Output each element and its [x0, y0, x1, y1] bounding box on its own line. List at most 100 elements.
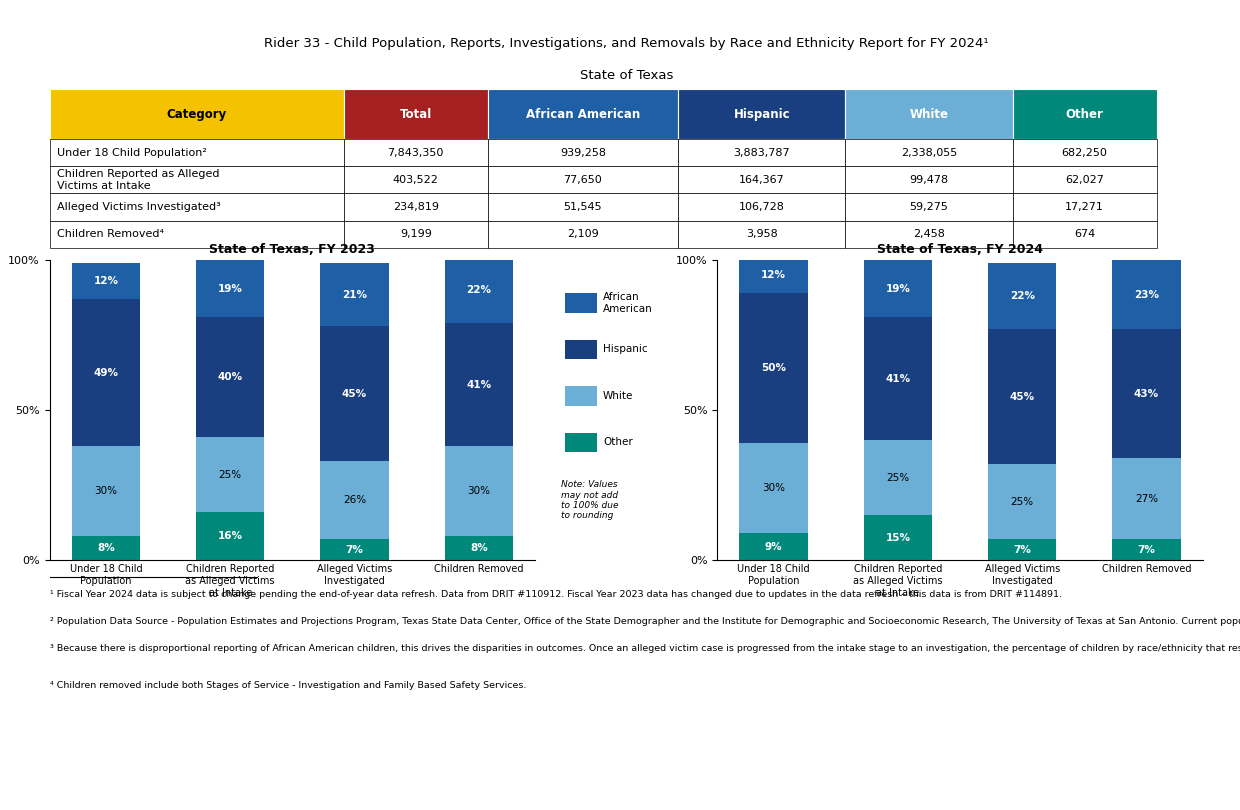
Bar: [320, 461, 388, 539]
Bar: [445, 258, 513, 323]
Text: 51,545: 51,545: [564, 202, 603, 212]
Text: 403,522: 403,522: [393, 175, 439, 185]
Text: 9%: 9%: [765, 542, 782, 552]
Text: 19%: 19%: [218, 284, 243, 294]
Bar: [487, 89, 678, 139]
Bar: [565, 386, 598, 406]
Text: Other: Other: [603, 437, 632, 447]
Bar: [846, 220, 1013, 248]
Text: ² Population Data Source - Population Estimates and Projections Program, Texas S: ² Population Data Source - Population Es…: [50, 617, 1240, 626]
Bar: [50, 194, 343, 220]
Text: Under 18 Child Population²: Under 18 Child Population²: [57, 147, 206, 157]
Text: 9,199: 9,199: [399, 229, 432, 239]
Bar: [988, 539, 1056, 561]
Bar: [72, 536, 140, 561]
Bar: [846, 166, 1013, 194]
Text: 27%: 27%: [1135, 494, 1158, 504]
Text: 45%: 45%: [1009, 392, 1035, 402]
Text: Hispanic: Hispanic: [603, 344, 647, 355]
Text: 49%: 49%: [93, 368, 118, 377]
Bar: [678, 139, 846, 166]
Bar: [487, 139, 678, 166]
Bar: [678, 166, 846, 194]
Text: 7%: 7%: [1013, 544, 1032, 555]
Text: Rider 33 - Child Population, Reports, Investigations, and Removals by Race and E: Rider 33 - Child Population, Reports, In…: [264, 37, 988, 50]
Bar: [445, 323, 513, 446]
Text: 25%: 25%: [1011, 497, 1034, 507]
Text: 2,458: 2,458: [913, 229, 945, 239]
Text: 2,109: 2,109: [567, 229, 599, 239]
Bar: [487, 220, 678, 248]
Text: 50%: 50%: [761, 364, 786, 373]
Text: 40%: 40%: [217, 373, 243, 382]
Bar: [487, 166, 678, 194]
Text: 7,843,350: 7,843,350: [388, 147, 444, 157]
Text: Children Reported as Alleged
Victims at Intake: Children Reported as Alleged Victims at …: [57, 169, 219, 190]
Text: 25%: 25%: [887, 473, 909, 483]
Bar: [487, 194, 678, 220]
Bar: [343, 220, 487, 248]
Bar: [445, 446, 513, 536]
Text: 22%: 22%: [466, 285, 491, 296]
Bar: [739, 258, 807, 293]
Bar: [1112, 458, 1180, 539]
Text: 19%: 19%: [885, 284, 910, 294]
Text: 12%: 12%: [761, 271, 786, 280]
Text: 16%: 16%: [218, 531, 243, 541]
Text: 15%: 15%: [885, 533, 910, 543]
Text: 674: 674: [1074, 229, 1095, 239]
Bar: [988, 263, 1056, 330]
Bar: [1013, 166, 1157, 194]
Bar: [50, 89, 343, 139]
Bar: [678, 194, 846, 220]
Text: White: White: [909, 108, 949, 121]
Bar: [196, 512, 264, 561]
Text: 23%: 23%: [1135, 290, 1159, 300]
Text: 234,819: 234,819: [393, 202, 439, 212]
Text: 682,250: 682,250: [1061, 147, 1107, 157]
Text: 8%: 8%: [97, 544, 115, 553]
Text: 26%: 26%: [343, 495, 366, 505]
Bar: [445, 536, 513, 561]
Text: Note: Values
may not add
to 100% due
to rounding: Note: Values may not add to 100% due to …: [560, 480, 619, 520]
Bar: [988, 464, 1056, 539]
Text: ⁴ Children removed include both Stages of Service - Investigation and Family Bas: ⁴ Children removed include both Stages o…: [50, 681, 526, 690]
Text: African American: African American: [526, 108, 640, 121]
Bar: [50, 220, 343, 248]
Bar: [1013, 139, 1157, 166]
Bar: [320, 263, 388, 326]
Text: 45%: 45%: [342, 389, 367, 399]
Bar: [343, 89, 487, 139]
Text: 41%: 41%: [885, 373, 910, 384]
Text: African
American: African American: [603, 292, 652, 313]
Bar: [196, 437, 264, 512]
Bar: [739, 293, 807, 443]
Bar: [846, 194, 1013, 220]
Bar: [739, 533, 807, 561]
Bar: [343, 166, 487, 194]
Text: 17,271: 17,271: [1065, 202, 1104, 212]
Text: 7%: 7%: [346, 544, 363, 555]
Bar: [50, 139, 343, 166]
Bar: [678, 89, 846, 139]
Text: 43%: 43%: [1135, 389, 1159, 399]
Text: Hispanic: Hispanic: [733, 108, 790, 121]
Bar: [343, 139, 487, 166]
Bar: [196, 260, 264, 318]
Text: 7%: 7%: [1137, 544, 1156, 555]
Bar: [864, 260, 932, 318]
Bar: [565, 433, 598, 452]
Bar: [320, 326, 388, 461]
Bar: [846, 89, 1013, 139]
Text: 30%: 30%: [94, 486, 118, 497]
Text: Alleged Victims Investigated³: Alleged Victims Investigated³: [57, 202, 221, 212]
Text: State of Texas: State of Texas: [579, 69, 673, 82]
Text: 99,478: 99,478: [909, 175, 949, 185]
Text: 77,650: 77,650: [563, 175, 603, 185]
Bar: [739, 443, 807, 533]
Text: ³ Because there is disproportional reporting of African American children, this : ³ Because there is disproportional repor…: [50, 644, 1240, 653]
Text: 22%: 22%: [1009, 292, 1034, 301]
Text: White: White: [603, 391, 634, 401]
Bar: [846, 139, 1013, 166]
Bar: [678, 220, 846, 248]
